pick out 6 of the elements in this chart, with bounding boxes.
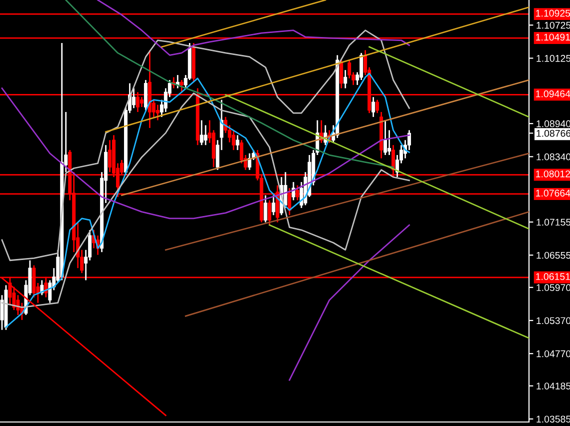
ref-line-label: 1.07664 [536,190,570,197]
ref-line-label: 1.09464 [536,90,570,98]
ref-line-label: 1.08012 [536,170,570,178]
ref-line-label: 1.10925 [536,10,570,17]
ref-line-label: 1.10491 [536,34,570,41]
ref-line-label: 1.06151 [536,273,570,280]
